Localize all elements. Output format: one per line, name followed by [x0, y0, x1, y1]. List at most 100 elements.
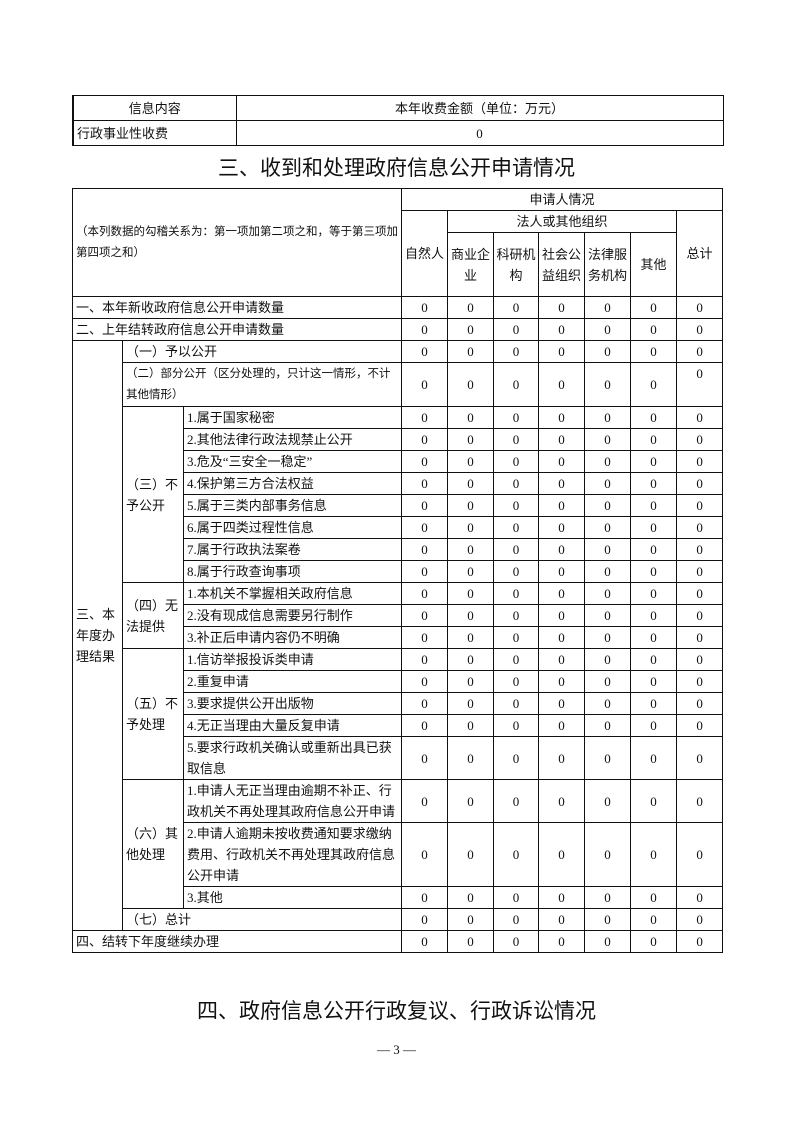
value-cell: 0	[447, 886, 495, 909]
value-cell: 0	[676, 340, 724, 363]
value-cell: 0	[584, 908, 632, 931]
value-cell: 0	[584, 626, 632, 649]
value-cell: 0	[538, 560, 586, 583]
section-4-title: 四、政府信息公开行政复议、行政诉讼情况	[197, 999, 596, 1023]
value-cell: 0	[538, 736, 586, 780]
value-cell: 0	[584, 648, 632, 671]
value-cell: 0	[493, 516, 540, 539]
table-row: （六）其他处理 1.申请人无正当理由逾期不补正、行政机关不再处理其政府信息公开申请…	[73, 779, 724, 909]
value-cell: 0	[584, 560, 632, 583]
value-cell: 0	[676, 472, 724, 495]
value-cell: 0	[630, 450, 678, 473]
value-cell: 0	[493, 560, 540, 583]
value-cell: 0	[447, 560, 495, 583]
value-cell: 0	[630, 714, 678, 737]
value-cell: 0	[538, 648, 586, 671]
value-cell: 0	[447, 472, 495, 495]
value-cell: 0	[447, 450, 495, 473]
value-cell: 0	[401, 670, 449, 693]
table-row: 5.属于三类内部事务信息 0 0 0 0 0 0 0	[73, 494, 724, 517]
table-row: 3.要求提供公开出版物 0 0 0 0 0 0 0	[73, 692, 724, 715]
item-label: 1.信访举报投诉类申请	[182, 648, 403, 671]
value-cell: 0	[538, 604, 586, 627]
value-cell: 0	[493, 494, 540, 517]
table-row: 3.危及“三安全一稳定” 0 0 0 0 0 0 0	[73, 450, 724, 473]
value-cell: 0	[401, 450, 449, 473]
value-cell: 0	[401, 714, 449, 737]
item-label: 2.没有现成信息需要另行制作	[182, 604, 403, 627]
value-cell: 0	[401, 692, 449, 715]
value-cell: 0	[447, 714, 495, 737]
value-cell: 0	[584, 362, 632, 407]
table-row: 2.其他法律行政法规禁止公开 0 0 0 0 0 0 0	[73, 428, 724, 451]
table-row: 7.属于行政执法案卷 0 0 0 0 0 0 0	[73, 538, 724, 561]
value-cell: 0	[630, 362, 678, 407]
value-cell: 0	[630, 560, 678, 583]
value-cell: 0	[493, 450, 540, 473]
table-row: 2.没有现成信息需要另行制作 0 0 0 0 0 0 0	[73, 604, 724, 627]
value-cell: 0	[630, 908, 678, 931]
value-cell: 0	[676, 692, 724, 715]
table-row: 四、结转下年度继续办理 0 0 0 0 0 0 0	[71, 930, 724, 953]
value-cell: 0	[676, 406, 724, 429]
item-label: 1.申请人无正当理由逾期不补正、行政机关不再处理其政府信息公开申请	[182, 779, 403, 823]
item-label: 3.补正后申请内容仍不明确	[182, 626, 403, 649]
value-cell: 0	[538, 450, 586, 473]
value-cell: 0	[538, 538, 586, 561]
value-cell: 0	[630, 692, 678, 715]
value-cell: 0	[630, 604, 678, 627]
subgroup-label: （三）不予公开	[122, 406, 184, 583]
value-cell: 0	[676, 604, 724, 627]
value-cell: 0	[493, 538, 540, 561]
value-cell: 0	[447, 930, 495, 953]
value-cell: 0	[676, 670, 724, 693]
fee-header-amount: 本年收费金额（单位：万元）	[235, 95, 724, 121]
subgroup-label: （五）不予处理	[122, 648, 184, 780]
value-cell: 0	[584, 604, 632, 627]
value-cell: 0	[447, 648, 495, 671]
value-cell: 0	[676, 450, 724, 473]
value-cell: 0	[584, 538, 632, 561]
group-label: （一）予以公开	[121, 340, 403, 363]
value-cell: 0	[676, 908, 724, 931]
value-cell: 0	[447, 296, 495, 319]
value-cell: 0	[401, 516, 449, 539]
table-row: 商业企业 科研机构 社会公益组织 法律服务机构 其他	[73, 232, 723, 297]
value-cell: 0	[584, 406, 632, 429]
value-cell: 0	[401, 362, 449, 407]
value-cell: 0	[584, 692, 632, 715]
item-label: 2.重复申请	[182, 670, 403, 693]
table-row: 3.其他 0 0 0 0 0 0 0	[73, 886, 724, 909]
value-cell: 0	[630, 318, 678, 341]
value-cell: 0	[676, 714, 724, 737]
value-cell: 0	[447, 494, 495, 517]
value-cell: 0	[447, 362, 495, 407]
value-cell: 0	[538, 886, 586, 909]
group-label: （七）总计	[121, 908, 403, 931]
value-cell: 0	[538, 930, 586, 953]
value-cell: 0	[447, 340, 495, 363]
item-label: 8.属于行政查询事项	[182, 560, 403, 583]
value-cell: 0	[401, 736, 449, 780]
value-cell: 0	[447, 822, 495, 887]
value-cell: 0	[676, 538, 724, 561]
item-label: 2.申请人逾期未按收费通知要求缴纳费用、行政机关不再处理其政府信息公开申请	[182, 822, 403, 887]
table-row: （三）不予公开 1.属于国家秘密 0 0 0 0 0 0 0	[73, 406, 724, 583]
item-label: 6.属于四类过程性信息	[182, 516, 403, 539]
value-cell: 0	[676, 886, 724, 909]
table-row: 二、上年结转政府信息公开申请数量 0 0 0 0 0 0 0	[71, 318, 724, 341]
value-cell: 0	[676, 626, 724, 649]
value-cell: 0	[584, 930, 632, 953]
table-row: 一、本年新收政府信息公开申请数量 0 0 0 0 0 0 0	[71, 296, 724, 319]
subgroup-label: （六）其他处理	[122, 779, 184, 909]
fee-header-content: 信息内容	[72, 95, 237, 121]
value-cell: 0	[538, 406, 586, 429]
value-cell: 0	[584, 340, 632, 363]
value-cell: 0	[493, 670, 540, 693]
value-cell: 0	[401, 930, 449, 953]
value-cell: 0	[584, 736, 632, 780]
value-cell: 0	[630, 296, 678, 319]
table-row: 3.补正后申请内容仍不明确 0 0 0 0 0 0 0	[73, 626, 724, 649]
value-cell: 0	[401, 340, 449, 363]
value-cell: 0	[493, 362, 540, 407]
